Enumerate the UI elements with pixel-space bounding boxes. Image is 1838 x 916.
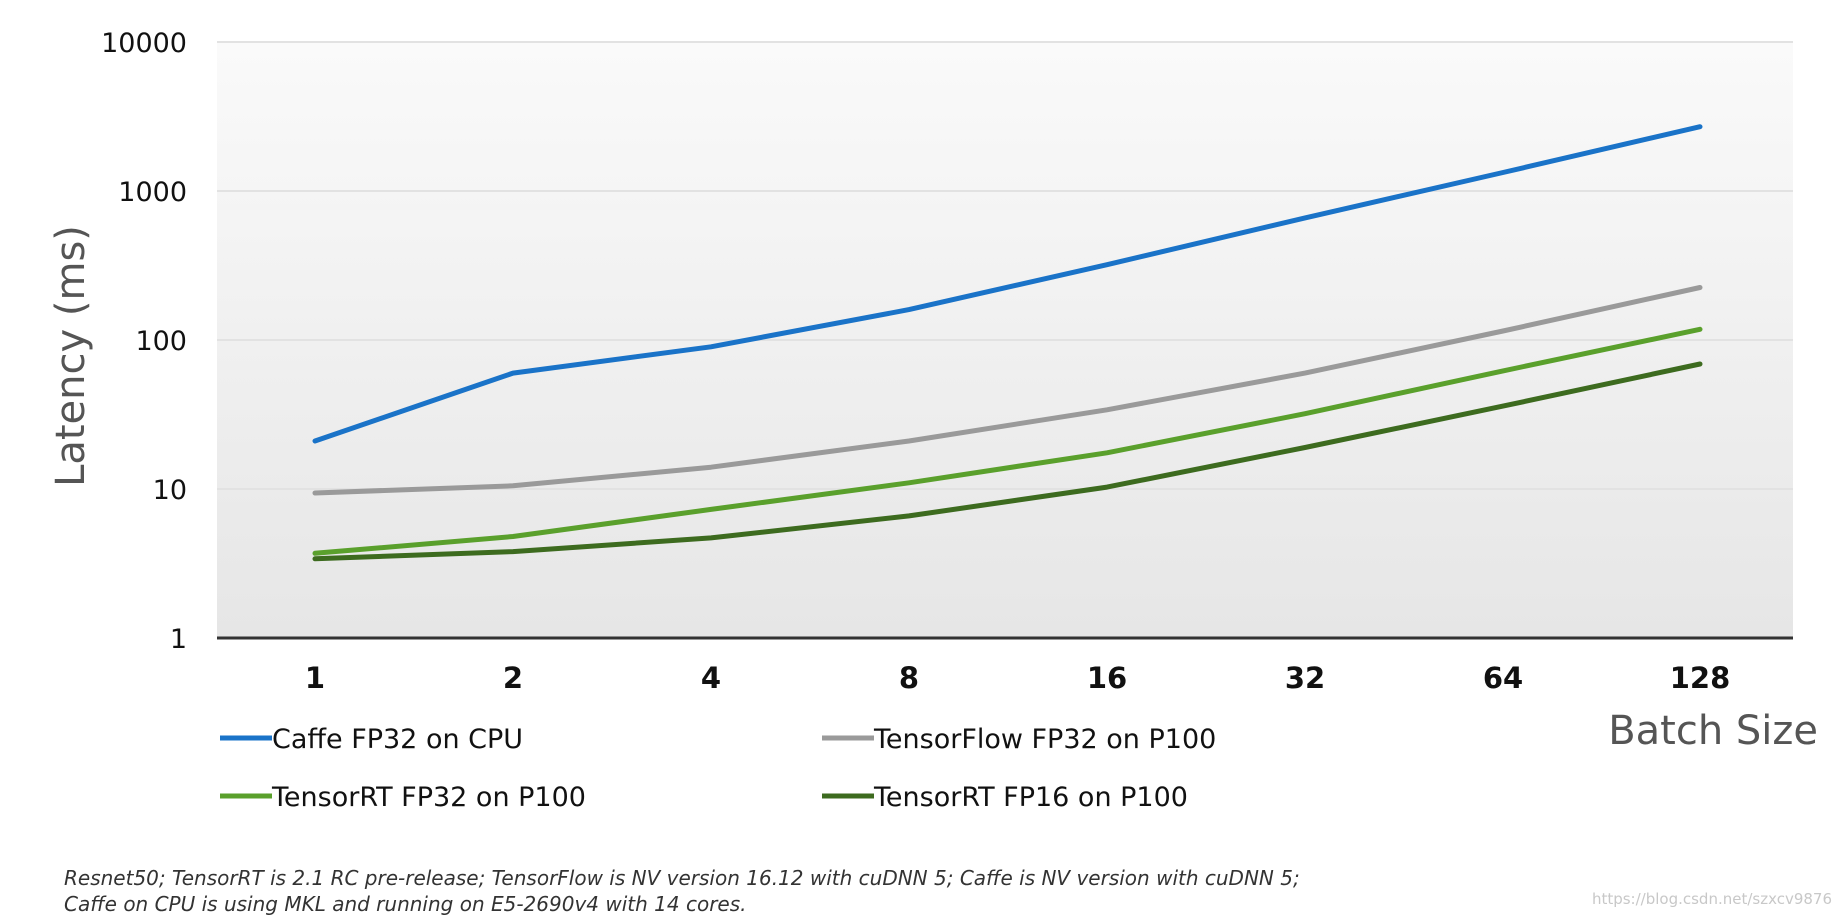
x-tick-label-16: 16: [1087, 661, 1127, 695]
series-lines: [312, 124, 1703, 562]
legend-label-1: Caffe FP32 on CPU: [272, 724, 523, 755]
series-line-2: [312, 285, 1703, 496]
x-tick-labels: 1 2 4 8 16 32 64 128: [305, 661, 1730, 695]
series-line-1: [312, 124, 1703, 444]
x-tick-label-64: 64: [1483, 661, 1523, 695]
x-tick-label-8: 8: [899, 661, 919, 695]
footnote-line-2: Caffe on CPU is using MKL and running on…: [64, 892, 747, 916]
watermark: https://blog.csdn.net/szxcv9876: [1591, 890, 1832, 908]
y-tick-label-10000: 10000: [101, 28, 187, 59]
y-tick-label-1: 1: [170, 624, 187, 655]
legend: Caffe FP32 on CPU TensorFlow FP32 on P100…: [220, 724, 1216, 813]
series-line-3: [312, 326, 1703, 556]
legend-label-4: TensorRT FP16 on P100: [873, 782, 1188, 813]
series-line-4: [312, 361, 1703, 562]
legend-label-2: TensorFlow FP32 on P100: [873, 724, 1216, 755]
y-tick-label-1000: 1000: [118, 177, 187, 208]
footnote-line-1: Resnet50; TensorRT is 2.1 RC pre-release…: [64, 866, 1300, 890]
y-tick-label-10: 10: [153, 475, 187, 506]
x-tick-label-4: 4: [701, 661, 721, 695]
y-tick-label-100: 100: [135, 326, 187, 357]
legend-label-3: TensorRT FP32 on P100: [271, 782, 586, 813]
x-tick-label-128: 128: [1670, 661, 1731, 695]
x-axis-label: Batch Size: [1608, 708, 1818, 754]
x-tick-label-2: 2: [503, 661, 523, 695]
x-tick-label-32: 32: [1285, 661, 1325, 695]
y-tick-labels: 1 10 100 1000 10000: [101, 28, 187, 655]
y-axis-label: Latency (ms): [48, 225, 94, 487]
x-tick-label-1: 1: [305, 661, 325, 695]
